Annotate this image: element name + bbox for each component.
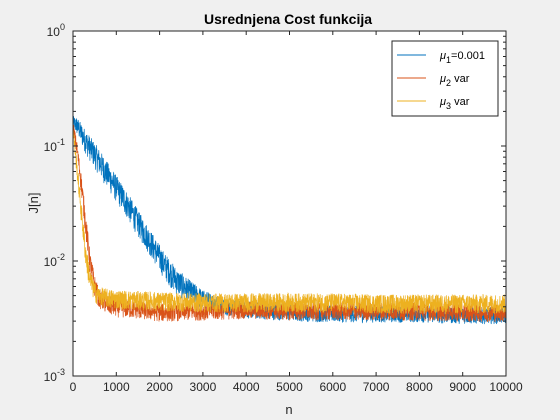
y-axis-label: J[n] (26, 193, 41, 214)
x-tick-label: 7000 (363, 380, 390, 394)
y-tick-label: 10-3 (44, 367, 65, 384)
x-tick-label: 3000 (190, 380, 217, 394)
x-axis-label: n (285, 402, 292, 417)
legend-label-2: μ2 var (439, 73, 470, 88)
x-tick-label: 0 (70, 380, 77, 394)
y-tick-label: 100 (47, 22, 65, 39)
x-tick-label: 10000 (489, 380, 523, 394)
x-tick-label: 4000 (233, 380, 260, 394)
series-line-3 (73, 130, 506, 315)
x-tick-label: 2000 (146, 380, 173, 394)
x-tick-label: 1000 (103, 380, 130, 394)
chart-title: Usrednjena Cost funkcija (204, 11, 372, 27)
y-tick-label: 10-1 (44, 137, 65, 154)
x-tick-label: 9000 (449, 380, 476, 394)
x-tick-label: 5000 (276, 380, 303, 394)
x-tick-label: 6000 (319, 380, 346, 394)
legend: μ1=0.001 μ2 var μ3 var (391, 40, 499, 117)
x-axis-ticks: 0 1000 2000 3000 4000 5000 6000 7000 8000 9000 100… (70, 31, 523, 394)
x-tick-label: 8000 (406, 380, 433, 394)
legend-label-1: μ1=0.001 (439, 50, 485, 65)
series-layer (73, 116, 506, 325)
y-tick-label: 10-2 (44, 252, 65, 269)
y-axis-ticks: 10-3 10-2 10-1 100 (44, 22, 506, 384)
legend-label-3: μ3 var (439, 96, 470, 111)
